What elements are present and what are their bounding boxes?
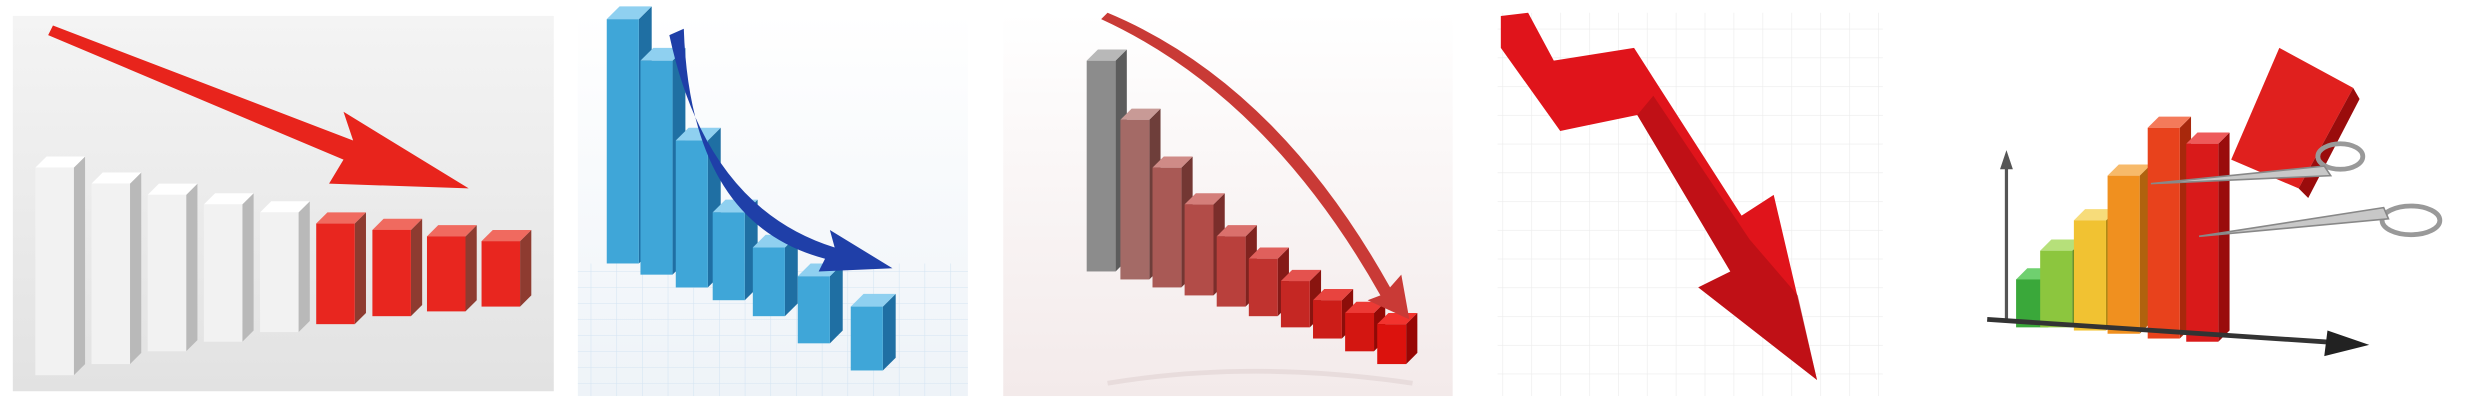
bar-top [91, 172, 142, 184]
bar-front [426, 236, 466, 312]
cut-piece [2231, 47, 2354, 189]
x-axis-arrow [2324, 330, 2370, 357]
bar-front [1184, 204, 1214, 296]
scissors-blade [2198, 206, 2390, 238]
bar-front [606, 19, 639, 264]
bar-front [35, 167, 74, 376]
bar-front [752, 247, 785, 317]
bar-top [1184, 193, 1225, 205]
bar-front [147, 194, 187, 352]
bar-top [35, 156, 86, 168]
bar-top [2107, 164, 2151, 176]
bar-side [2218, 132, 2230, 342]
bar-top [1345, 301, 1386, 313]
bar-side [829, 263, 843, 344]
bar-front [1216, 236, 1246, 307]
bar-top [147, 183, 198, 195]
arrow [1101, 12, 1410, 320]
bar-side [242, 193, 254, 342]
bar-top [1216, 225, 1257, 237]
bar-front [2073, 220, 2106, 331]
bar-side [465, 225, 477, 312]
bar-side [882, 293, 896, 371]
bar-side [1406, 312, 1418, 365]
bar-side [354, 212, 366, 325]
scissors-handle [2379, 203, 2443, 238]
bar-front [850, 306, 883, 371]
bar-top [675, 127, 721, 141]
bar-front [1345, 312, 1375, 352]
bar-side [520, 229, 532, 307]
bar-front [1377, 324, 1407, 365]
bar-top [1280, 269, 1322, 282]
bar-front [712, 212, 745, 301]
bar-top [606, 6, 652, 20]
arrow-shade [1637, 95, 1818, 381]
bar-top [426, 225, 477, 237]
bar-side [186, 183, 198, 352]
bar-top [1248, 247, 1289, 259]
bar-side [784, 234, 798, 317]
bar-front [797, 276, 830, 344]
scissors-handle [2315, 141, 2366, 172]
bar-front [2186, 143, 2219, 342]
bar-front [2040, 250, 2073, 328]
bar-front [203, 204, 243, 342]
bar-top [2186, 132, 2230, 144]
bar-top [850, 293, 896, 307]
bar-top [372, 218, 423, 230]
bar-side [298, 201, 310, 333]
arrow [48, 25, 469, 189]
arrow [669, 28, 893, 272]
bar-side [130, 172, 142, 365]
bar-top [260, 201, 310, 213]
bar-top [1313, 289, 1354, 301]
bar-top [1152, 156, 1193, 168]
bar-front [1120, 119, 1150, 280]
bar-top [203, 193, 254, 205]
bar-top [2073, 209, 2118, 221]
bar-front [1313, 300, 1342, 339]
bar-front [91, 183, 131, 365]
bar-top [316, 212, 366, 224]
bar-front [640, 60, 673, 275]
bar-top [2040, 239, 2084, 251]
bar-front [316, 223, 355, 325]
y-axis-arrow [2000, 150, 2013, 170]
bar-front [1152, 167, 1182, 288]
bar-front [481, 241, 521, 307]
floor-shadow [1107, 368, 1413, 386]
bar-top [2147, 116, 2192, 128]
bar-front [260, 212, 299, 333]
bar-front [2107, 175, 2140, 334]
scissors-blade [2150, 165, 2333, 185]
bar-side [73, 156, 86, 376]
x-axis [1987, 316, 2347, 346]
bar-front [1248, 258, 1278, 317]
bar-top [481, 229, 532, 242]
bar-top [1086, 49, 1127, 61]
bar-front [1280, 281, 1310, 328]
bar-side [410, 218, 423, 317]
bar-front [1086, 60, 1116, 272]
bar-front [2147, 127, 2180, 339]
bar-front [675, 140, 708, 288]
bar-front [372, 229, 411, 317]
bar-top [1120, 108, 1161, 120]
